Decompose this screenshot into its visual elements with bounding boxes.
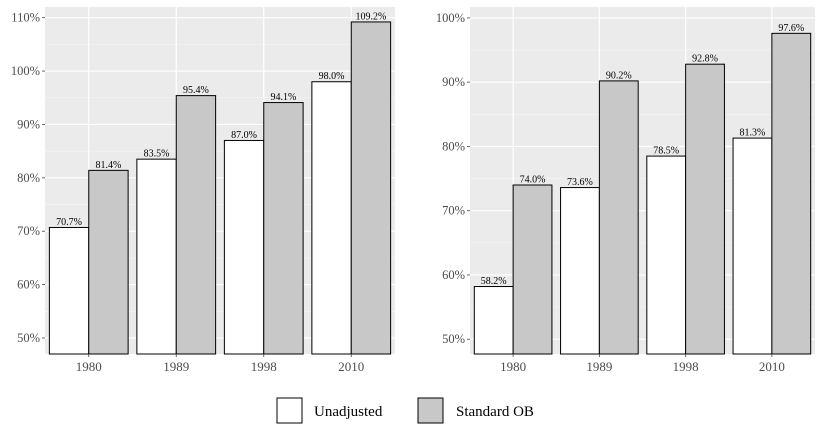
right-bar-unadjusted-1989: [560, 187, 600, 355]
left-data-label-unadjusted-2010: 98.0%: [319, 71, 345, 82]
left-data-label-unadjusted-1989: 83.5%: [144, 149, 170, 160]
right-data-label-unadjusted-1998: 78.5%: [653, 146, 679, 157]
left-y-tick-label: 80%: [17, 171, 40, 185]
legend-key-unadjusted: [276, 397, 303, 424]
legend-label-unadjusted: Unadjusted: [314, 404, 383, 420]
right-y-tick-label: 60%: [442, 268, 465, 282]
left-bar-unadjusted-1998: [223, 139, 265, 355]
legend: Unadjusted Standard OB: [276, 397, 534, 424]
right-x-tick-label: 1980: [500, 359, 526, 374]
right-chart-panel: 50% 60% 70% 80% 90% 100% 58.2% 74.0% 1980 73.6% 90…: [436, 7, 815, 374]
right-data-label-standard-ob-1980: 74.0%: [520, 174, 546, 185]
right-bar-standard-ob-1998: [685, 63, 725, 355]
right-bar-standard-ob-1980: [512, 184, 553, 355]
left-data-label-unadjusted-1980: 70.7%: [56, 217, 82, 228]
right-y-tick-label: 90%: [442, 75, 465, 89]
left-data-label-standard-ob-1998: 94.1%: [271, 92, 297, 103]
left-y-tick-label: 90%: [17, 117, 40, 131]
right-y-tick-label: 80%: [442, 139, 465, 153]
left-x-tick-label: 1980: [76, 359, 102, 374]
left-bar-standard-ob-1980: [88, 169, 129, 355]
left-y-tick-label: 70%: [17, 224, 40, 238]
right-data-label-standard-ob-2010: 97.6%: [778, 23, 804, 34]
left-x-tick-label: 2010: [338, 359, 364, 374]
right-x-tick-label: 1989: [586, 359, 612, 374]
left-chart-panel: 50% 60% 70% 80% 90% 100% 110% 70.7% 81.4% 1980 83.…: [11, 7, 395, 374]
left-data-label-standard-ob-2010: 109.2%: [356, 11, 387, 22]
right-bar-unadjusted-1980: [473, 286, 514, 355]
right-data-label-standard-ob-1998: 92.8%: [692, 54, 718, 65]
left-data-label-standard-ob-1989: 95.4%: [183, 85, 209, 96]
right-y-tick-label: 50%: [442, 332, 465, 346]
right-data-label-unadjusted-1989: 73.6%: [567, 177, 593, 188]
right-y-tick-label: 100%: [436, 11, 465, 25]
left-bar-standard-ob-1998: [263, 102, 304, 355]
legend-key-standard-ob: [417, 397, 444, 424]
right-data-label-standard-ob-1989: 90.2%: [606, 70, 632, 81]
left-bar-unadjusted-1989: [136, 158, 177, 355]
right-x-tick-label: 2010: [759, 359, 785, 374]
right-data-label-unadjusted-1980: 58.2%: [481, 276, 507, 287]
right-y-tick-label: 70%: [442, 204, 465, 218]
left-x-tick-label: 1989: [163, 359, 189, 374]
left-bar-unadjusted-1980: [48, 226, 90, 355]
left-y-tick-label: 110%: [11, 11, 40, 25]
right-bar-unadjusted-2010: [732, 137, 773, 355]
left-y-tick-label: 60%: [17, 278, 40, 292]
left-data-label-unadjusted-1998: 87.0%: [231, 130, 257, 141]
left-x-tick-label: 1998: [251, 359, 277, 374]
right-bar-standard-ob-2010: [771, 32, 812, 355]
left-bar-unadjusted-2010: [311, 81, 352, 355]
right-x-tick-label: 1998: [673, 359, 699, 374]
left-bar-standard-ob-1989: [175, 95, 217, 355]
left-y-tick-label: 100%: [11, 64, 40, 78]
left-bar-standard-ob-2010: [350, 21, 392, 355]
left-data-label-standard-ob-1980: 81.4%: [96, 160, 122, 171]
left-y-tick-label: 50%: [17, 331, 40, 345]
legend-label-standard-ob: Standard OB: [456, 404, 534, 420]
right-bar-standard-ob-1989: [598, 80, 639, 355]
right-bar-unadjusted-1998: [646, 155, 687, 355]
right-data-label-unadjusted-2010: 81.3%: [740, 128, 766, 139]
